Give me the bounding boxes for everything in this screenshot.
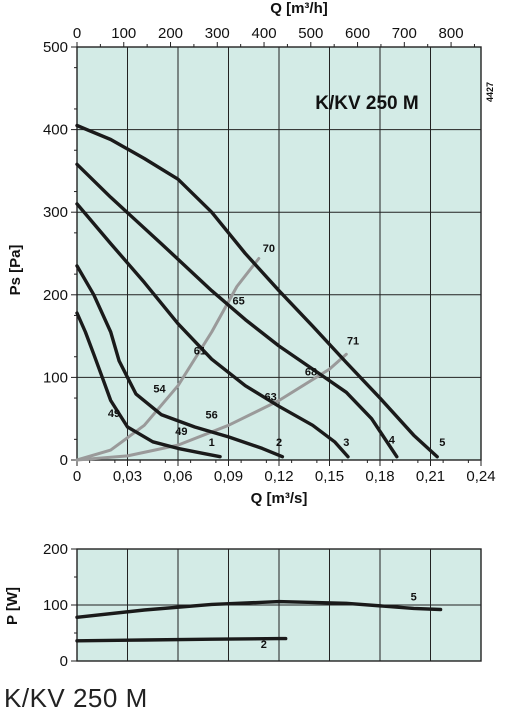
x2-axis-title: Q [m³/h] [270, 0, 328, 17]
power-y-tick-label: 100 [43, 597, 68, 614]
fan-curve-2 [75, 264, 285, 459]
x2-tick-label: 400 [252, 25, 277, 42]
efficiency-label: 49 [108, 408, 120, 420]
system-curve [75, 352, 348, 462]
y-axis-title: Ps [Pa] [7, 245, 24, 296]
efficiency-label: 61 [194, 345, 206, 357]
x-tick-label: 0,24 [466, 468, 495, 485]
power-curve-label: 5 [411, 592, 417, 604]
y-tick-label: 100 [43, 369, 68, 386]
plot-frame [76, 46, 482, 461]
curve-number-label: 2 [276, 437, 282, 449]
efficiency-label: 56 [206, 410, 218, 422]
power-y-tick-label: 0 [60, 653, 68, 670]
curve-number-label: 3 [343, 437, 349, 449]
x2-tick-label: 0 [73, 25, 81, 42]
efficiency-label: 63 [264, 392, 276, 404]
efficiency-label: 54 [153, 383, 166, 395]
y-tick-label: 0 [60, 452, 68, 469]
power-curve-2 [75, 636, 288, 643]
y-tick-label: 500 [43, 39, 68, 56]
power-curve-5 [75, 599, 443, 619]
efficiency-label: 70 [263, 243, 275, 255]
model-caption: K/KV 250 M [4, 683, 148, 713]
fan-curve-4 [75, 162, 399, 459]
x2-tick-label: 100 [111, 25, 136, 42]
efficiency-label: 65 [232, 296, 244, 308]
chart-title: K/KV 250 M [315, 93, 418, 114]
pressure-chart: 0 0,03 0,06 0,09 0,12 0,15 0,18 0,21 0,24 0 100 200… [7, 0, 496, 507]
curve-number-label: 5 [439, 437, 445, 449]
x-tick-label: 0,15 [315, 468, 344, 485]
power-curve-label: 2 [261, 639, 267, 651]
efficiency-label: 71 [347, 335, 359, 347]
efficiency-label: 68 [305, 367, 317, 379]
fan-curve-5 [75, 123, 439, 459]
power-plot-frame [76, 548, 482, 662]
y-tick-label: 300 [43, 204, 68, 221]
y-tick-label: 400 [43, 122, 68, 139]
x2-tick-label: 700 [392, 25, 417, 42]
x-axis-title: Q [m³/s] [251, 490, 308, 507]
figure-code: 4427 [485, 82, 495, 102]
x2-tick-label: 800 [439, 25, 464, 42]
x2-tick-label: 600 [345, 25, 370, 42]
x-tick-label: 0 [73, 468, 81, 485]
curve-number-label: 4 [389, 434, 396, 446]
y-tick-label: 200 [43, 287, 68, 304]
x-tick-label: 0,06 [163, 468, 192, 485]
x-tick-label: 0,12 [264, 468, 293, 485]
power-y-axis-title: P [W] [4, 587, 21, 625]
curve-number-label: 1 [209, 437, 215, 449]
fan-curve-1 [75, 311, 222, 459]
efficiency-label: 49 [175, 426, 187, 438]
x-tick-label: 0,03 [113, 468, 142, 485]
system-curve [75, 257, 261, 462]
x2-tick-label: 300 [205, 25, 230, 42]
power-y-tick-label: 200 [43, 541, 68, 558]
x-tick-label: 0,18 [365, 468, 394, 485]
x2-tick-label: 500 [298, 25, 323, 42]
x-tick-label: 0,21 [416, 468, 445, 485]
fan-curve-3 [75, 202, 350, 459]
x-tick-label: 0,09 [214, 468, 243, 485]
power-chart: 0 100 200 P [W] 5 2 [4, 541, 482, 670]
x2-tick-label: 200 [158, 25, 183, 42]
